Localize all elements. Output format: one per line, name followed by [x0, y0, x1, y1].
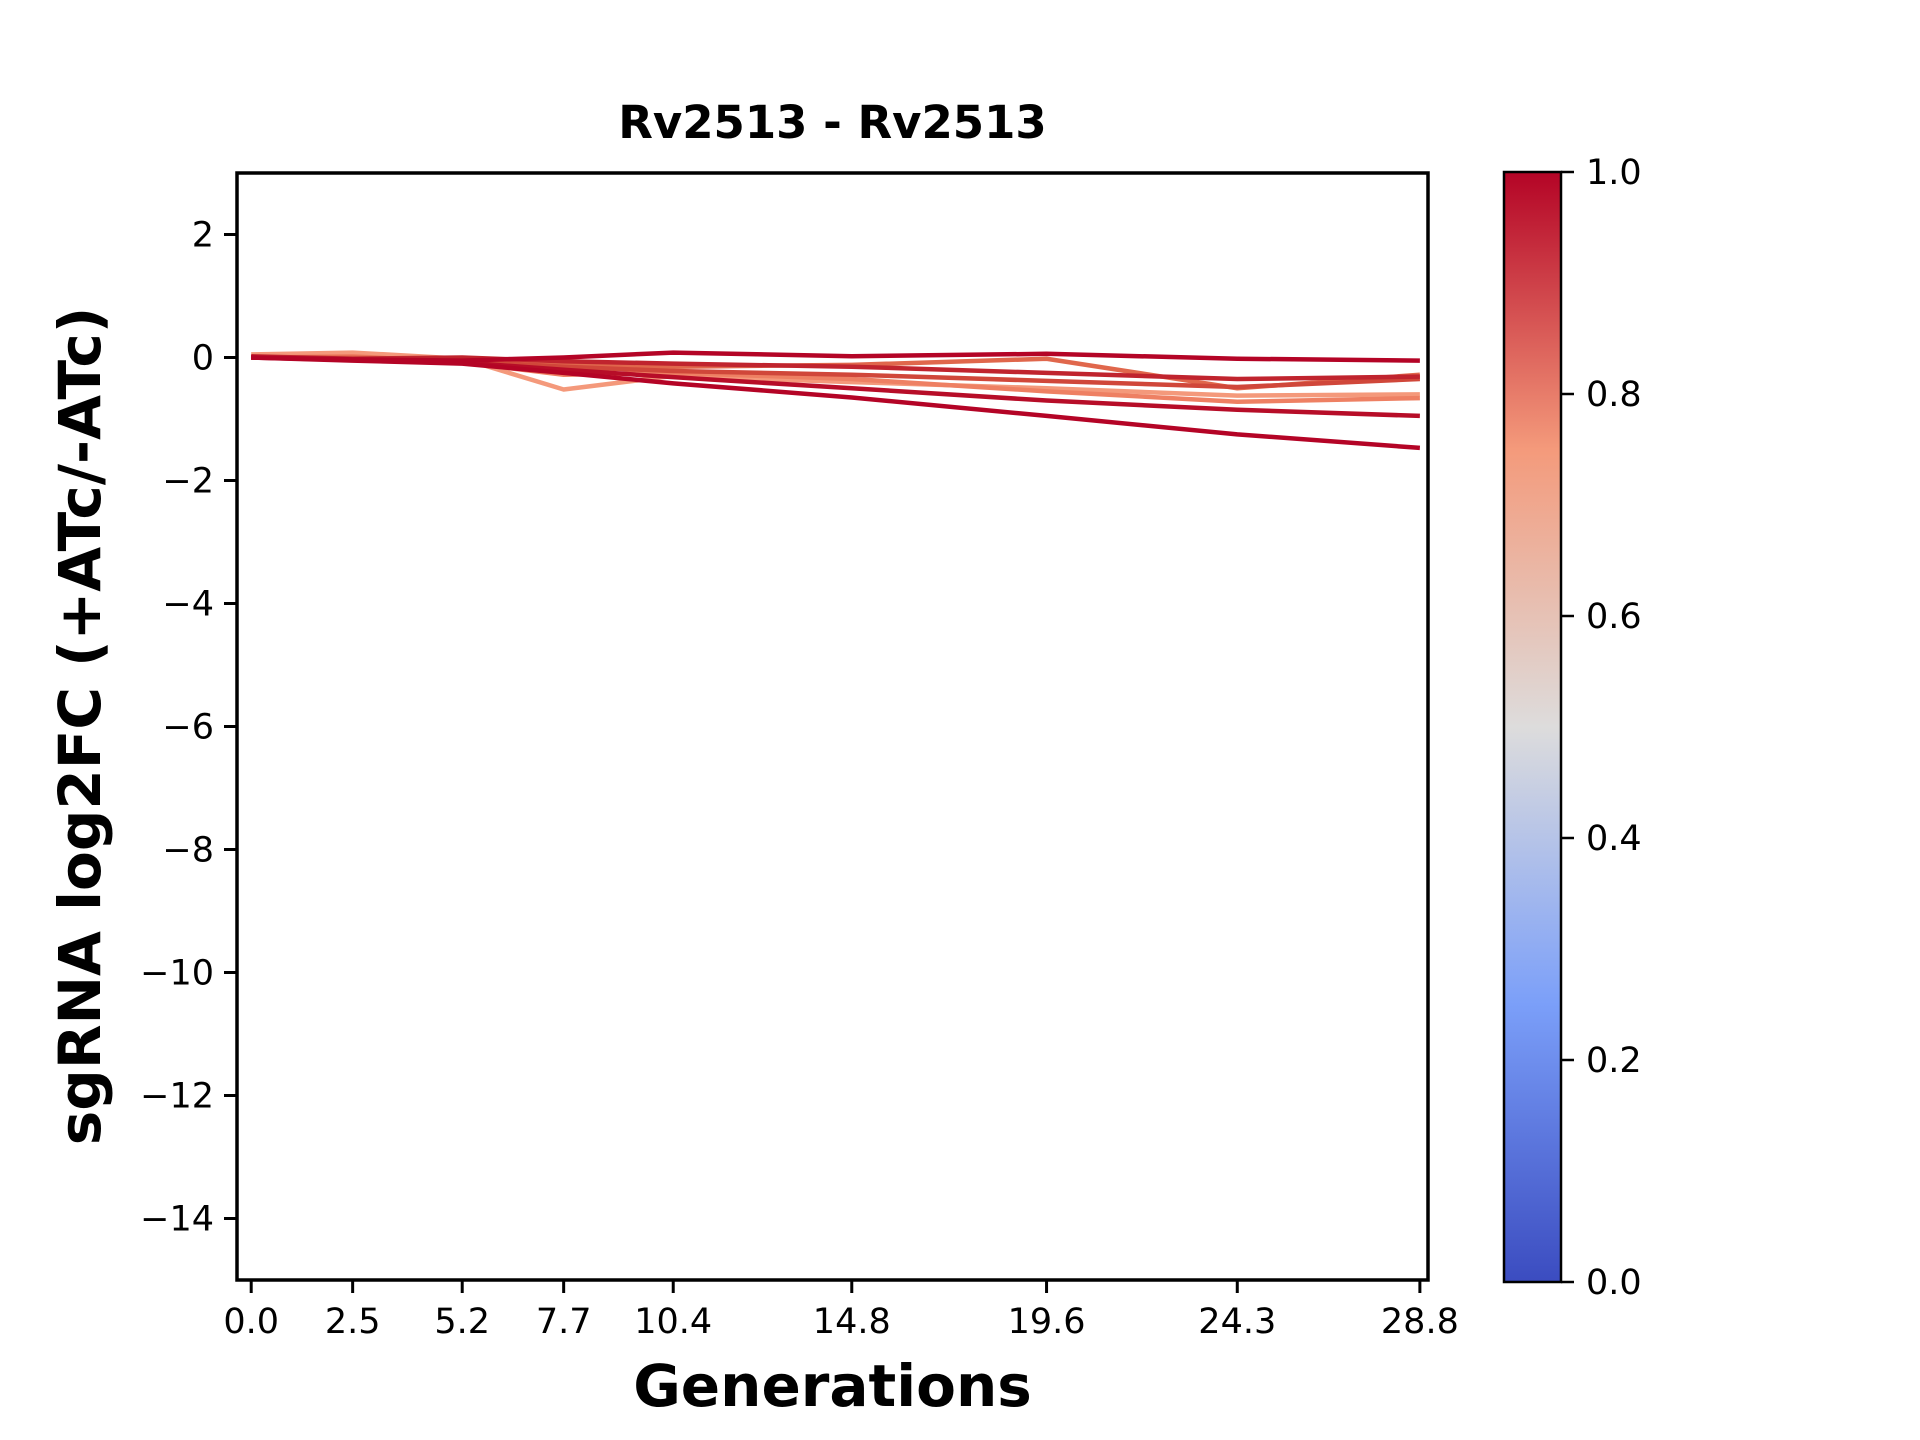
y-tick-label: −6	[162, 708, 214, 748]
y-tick-label: −12	[140, 1077, 214, 1117]
x-tick-label: 28.8	[1381, 1302, 1459, 1342]
x-tick-label: 24.3	[1198, 1302, 1276, 1342]
colorbar-gradient	[1502, 170, 1563, 1284]
x-tick-label: 2.5	[325, 1302, 381, 1342]
x-tick-label: 19.6	[1008, 1302, 1086, 1342]
y-tick-label: 0	[192, 339, 214, 379]
y-tick-label: −4	[162, 585, 214, 625]
sgrna-line	[251, 350, 1420, 363]
colorbar-tick-label: 0.8	[1586, 375, 1642, 415]
colorbar-tick-label: 1.0	[1586, 153, 1642, 193]
colorbar-tick-label: 0.0	[1586, 1263, 1642, 1303]
colorbar-tick-label: 0.6	[1586, 597, 1642, 637]
x-tick-label: 0.0	[223, 1302, 279, 1342]
plot-border	[235, 171, 1430, 1282]
colorbar-tick-label: 0.4	[1586, 819, 1642, 859]
x-axis-label: Generations	[633, 1352, 1032, 1420]
x-tick-label: 7.7	[536, 1302, 592, 1342]
y-tick-label: 2	[192, 216, 214, 256]
x-tick-label: 10.4	[634, 1302, 712, 1342]
x-tick-label: 5.2	[434, 1302, 490, 1342]
x-tick-label: 14.8	[813, 1302, 891, 1342]
y-tick-label: −10	[140, 954, 214, 994]
y-tick-label: −2	[162, 462, 214, 502]
colorbar-tick-label: 0.2	[1586, 1041, 1642, 1081]
y-tick-label: −14	[140, 1200, 214, 1240]
y-tick-label: −8	[162, 831, 214, 871]
plot-title: Rv2513 - Rv2513	[618, 96, 1047, 149]
